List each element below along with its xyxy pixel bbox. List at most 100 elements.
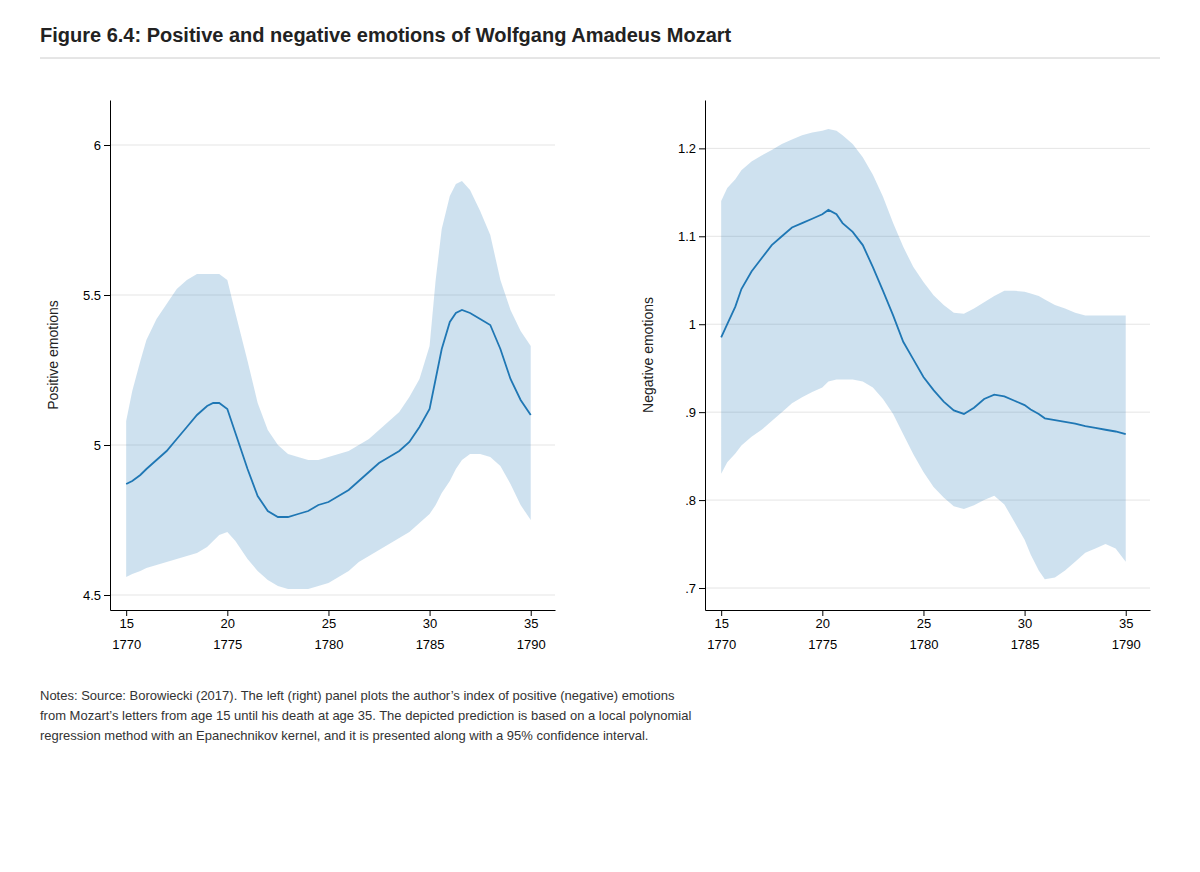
tick-mark xyxy=(1126,610,1127,616)
x2-axis: 1770 1775 1780 1785 1790 xyxy=(707,634,1140,652)
tick: 5.5 xyxy=(83,288,110,303)
tick-label: 5 xyxy=(94,438,101,453)
panel: 15 20 25 30 35 1770 1775 1780 1785 1790 4.5 5 5.5 6 Po… xyxy=(45,101,556,653)
tick-label: 15 xyxy=(119,616,133,631)
tick: 1 xyxy=(689,317,705,332)
tick: 25 xyxy=(917,610,931,631)
confidence-band xyxy=(721,129,1126,579)
tick-mark xyxy=(1025,610,1026,616)
tick-label: 1790 xyxy=(517,637,546,652)
tick-label: 1.2 xyxy=(678,141,696,156)
tick: 1770 xyxy=(112,634,141,652)
tick-mark xyxy=(104,295,110,296)
tick-label: 1775 xyxy=(213,637,242,652)
tick-mark xyxy=(699,588,705,589)
annotation-line: Notes: Source: Borowiecki (2017). The le… xyxy=(40,688,675,703)
tick-mark xyxy=(699,148,705,149)
y-axis-title: Negative emotions xyxy=(640,297,656,413)
plot-area xyxy=(126,181,531,589)
tick-mark xyxy=(699,500,705,501)
tick: 4.5 xyxy=(83,588,110,603)
tick-mark xyxy=(126,610,127,616)
tick-label: 1770 xyxy=(112,637,141,652)
confidence-band xyxy=(126,181,531,589)
grid-line xyxy=(110,145,555,146)
tick-label: .9 xyxy=(685,405,696,420)
grid-line xyxy=(705,148,1150,149)
tick-label: 20 xyxy=(221,616,235,631)
tick: 25 xyxy=(322,610,336,631)
tick-label: 4.5 xyxy=(83,588,101,603)
line xyxy=(126,310,531,517)
tick-mark xyxy=(699,412,705,413)
tick: 6 xyxy=(94,138,110,153)
tick-mark xyxy=(104,595,110,596)
axis-line xyxy=(110,101,111,611)
tick: 1790 xyxy=(1112,634,1141,652)
tick-mark xyxy=(822,610,823,616)
tick-mark xyxy=(227,610,228,616)
tick: .8 xyxy=(685,493,705,508)
grid xyxy=(110,145,555,595)
tick-mark xyxy=(430,610,431,616)
tick: 15 xyxy=(119,610,133,631)
x-axis: 15 20 25 30 35 xyxy=(706,610,1151,631)
tick-label: 1780 xyxy=(909,637,938,652)
title: Figure 6.4: Positive and negative emotio… xyxy=(40,24,732,46)
tick: 1.1 xyxy=(678,229,705,244)
tick: 30 xyxy=(423,610,437,631)
tick-mark xyxy=(923,610,924,616)
tick-label: 1775 xyxy=(808,637,837,652)
tick-label: .7 xyxy=(685,581,696,596)
tick-mark xyxy=(721,610,722,616)
tick: .7 xyxy=(685,581,705,596)
tick: 5 xyxy=(94,438,110,453)
y-axis-title: Positive emotions xyxy=(45,300,61,410)
tick: 30 xyxy=(1018,610,1032,631)
tick: 1780 xyxy=(909,634,938,652)
axis-line xyxy=(706,610,1151,611)
tick: 20 xyxy=(816,610,830,631)
tick: 1775 xyxy=(213,634,242,652)
tick: 1770 xyxy=(707,634,736,652)
tick-mark xyxy=(104,145,110,146)
tick: 15 xyxy=(714,610,728,631)
tick: 35 xyxy=(1119,610,1133,631)
tick-mark xyxy=(104,445,110,446)
tick-label: 20 xyxy=(816,616,830,631)
panel: 15 20 25 30 35 1770 1775 1780 1785 1790 .7 .8 .9 1 1.1… xyxy=(640,101,1151,653)
tick-label: 35 xyxy=(524,616,538,631)
tick-label: 1770 xyxy=(707,637,736,652)
title-rule xyxy=(40,58,1160,59)
tick: 1785 xyxy=(416,634,445,652)
tick: 1790 xyxy=(517,634,546,652)
grid-line xyxy=(705,588,1150,589)
tick: 35 xyxy=(524,610,538,631)
y-axis: 4.5 5 5.5 6 xyxy=(83,101,111,611)
tick: 1775 xyxy=(808,634,837,652)
axis-line xyxy=(111,610,556,611)
annotation-line: regression method with an Epanechnikov k… xyxy=(40,728,648,743)
annotation-line: from Mozart’s letters from age 15 until … xyxy=(40,708,691,723)
tick-label: 30 xyxy=(1018,616,1032,631)
y-axis: .7 .8 .9 1 1.1 1.2 xyxy=(678,101,706,611)
tick-label: 30 xyxy=(423,616,437,631)
tick-label: 5.5 xyxy=(83,288,101,303)
tick: .9 xyxy=(685,405,705,420)
tick-mark xyxy=(328,610,329,616)
tick-label: 6 xyxy=(94,138,101,153)
tick: 1785 xyxy=(1011,634,1040,652)
tick-label: 1 xyxy=(689,317,696,332)
tick: 20 xyxy=(221,610,235,631)
tick-label: 15 xyxy=(714,616,728,631)
annotation: Notes: Source: Borowiecki (2017). The le… xyxy=(40,688,691,743)
tick-mark xyxy=(699,236,705,237)
tick-label: 1790 xyxy=(1112,637,1141,652)
tick-label: .8 xyxy=(685,493,696,508)
chart-root: Figure 6.4: Positive and negative emotio… xyxy=(0,0,1200,872)
plot-area xyxy=(721,129,1126,579)
tick-label: 1.1 xyxy=(678,229,696,244)
tick: 1780 xyxy=(314,634,343,652)
line xyxy=(721,210,1126,434)
x2-axis: 1770 1775 1780 1785 1790 xyxy=(112,634,545,652)
